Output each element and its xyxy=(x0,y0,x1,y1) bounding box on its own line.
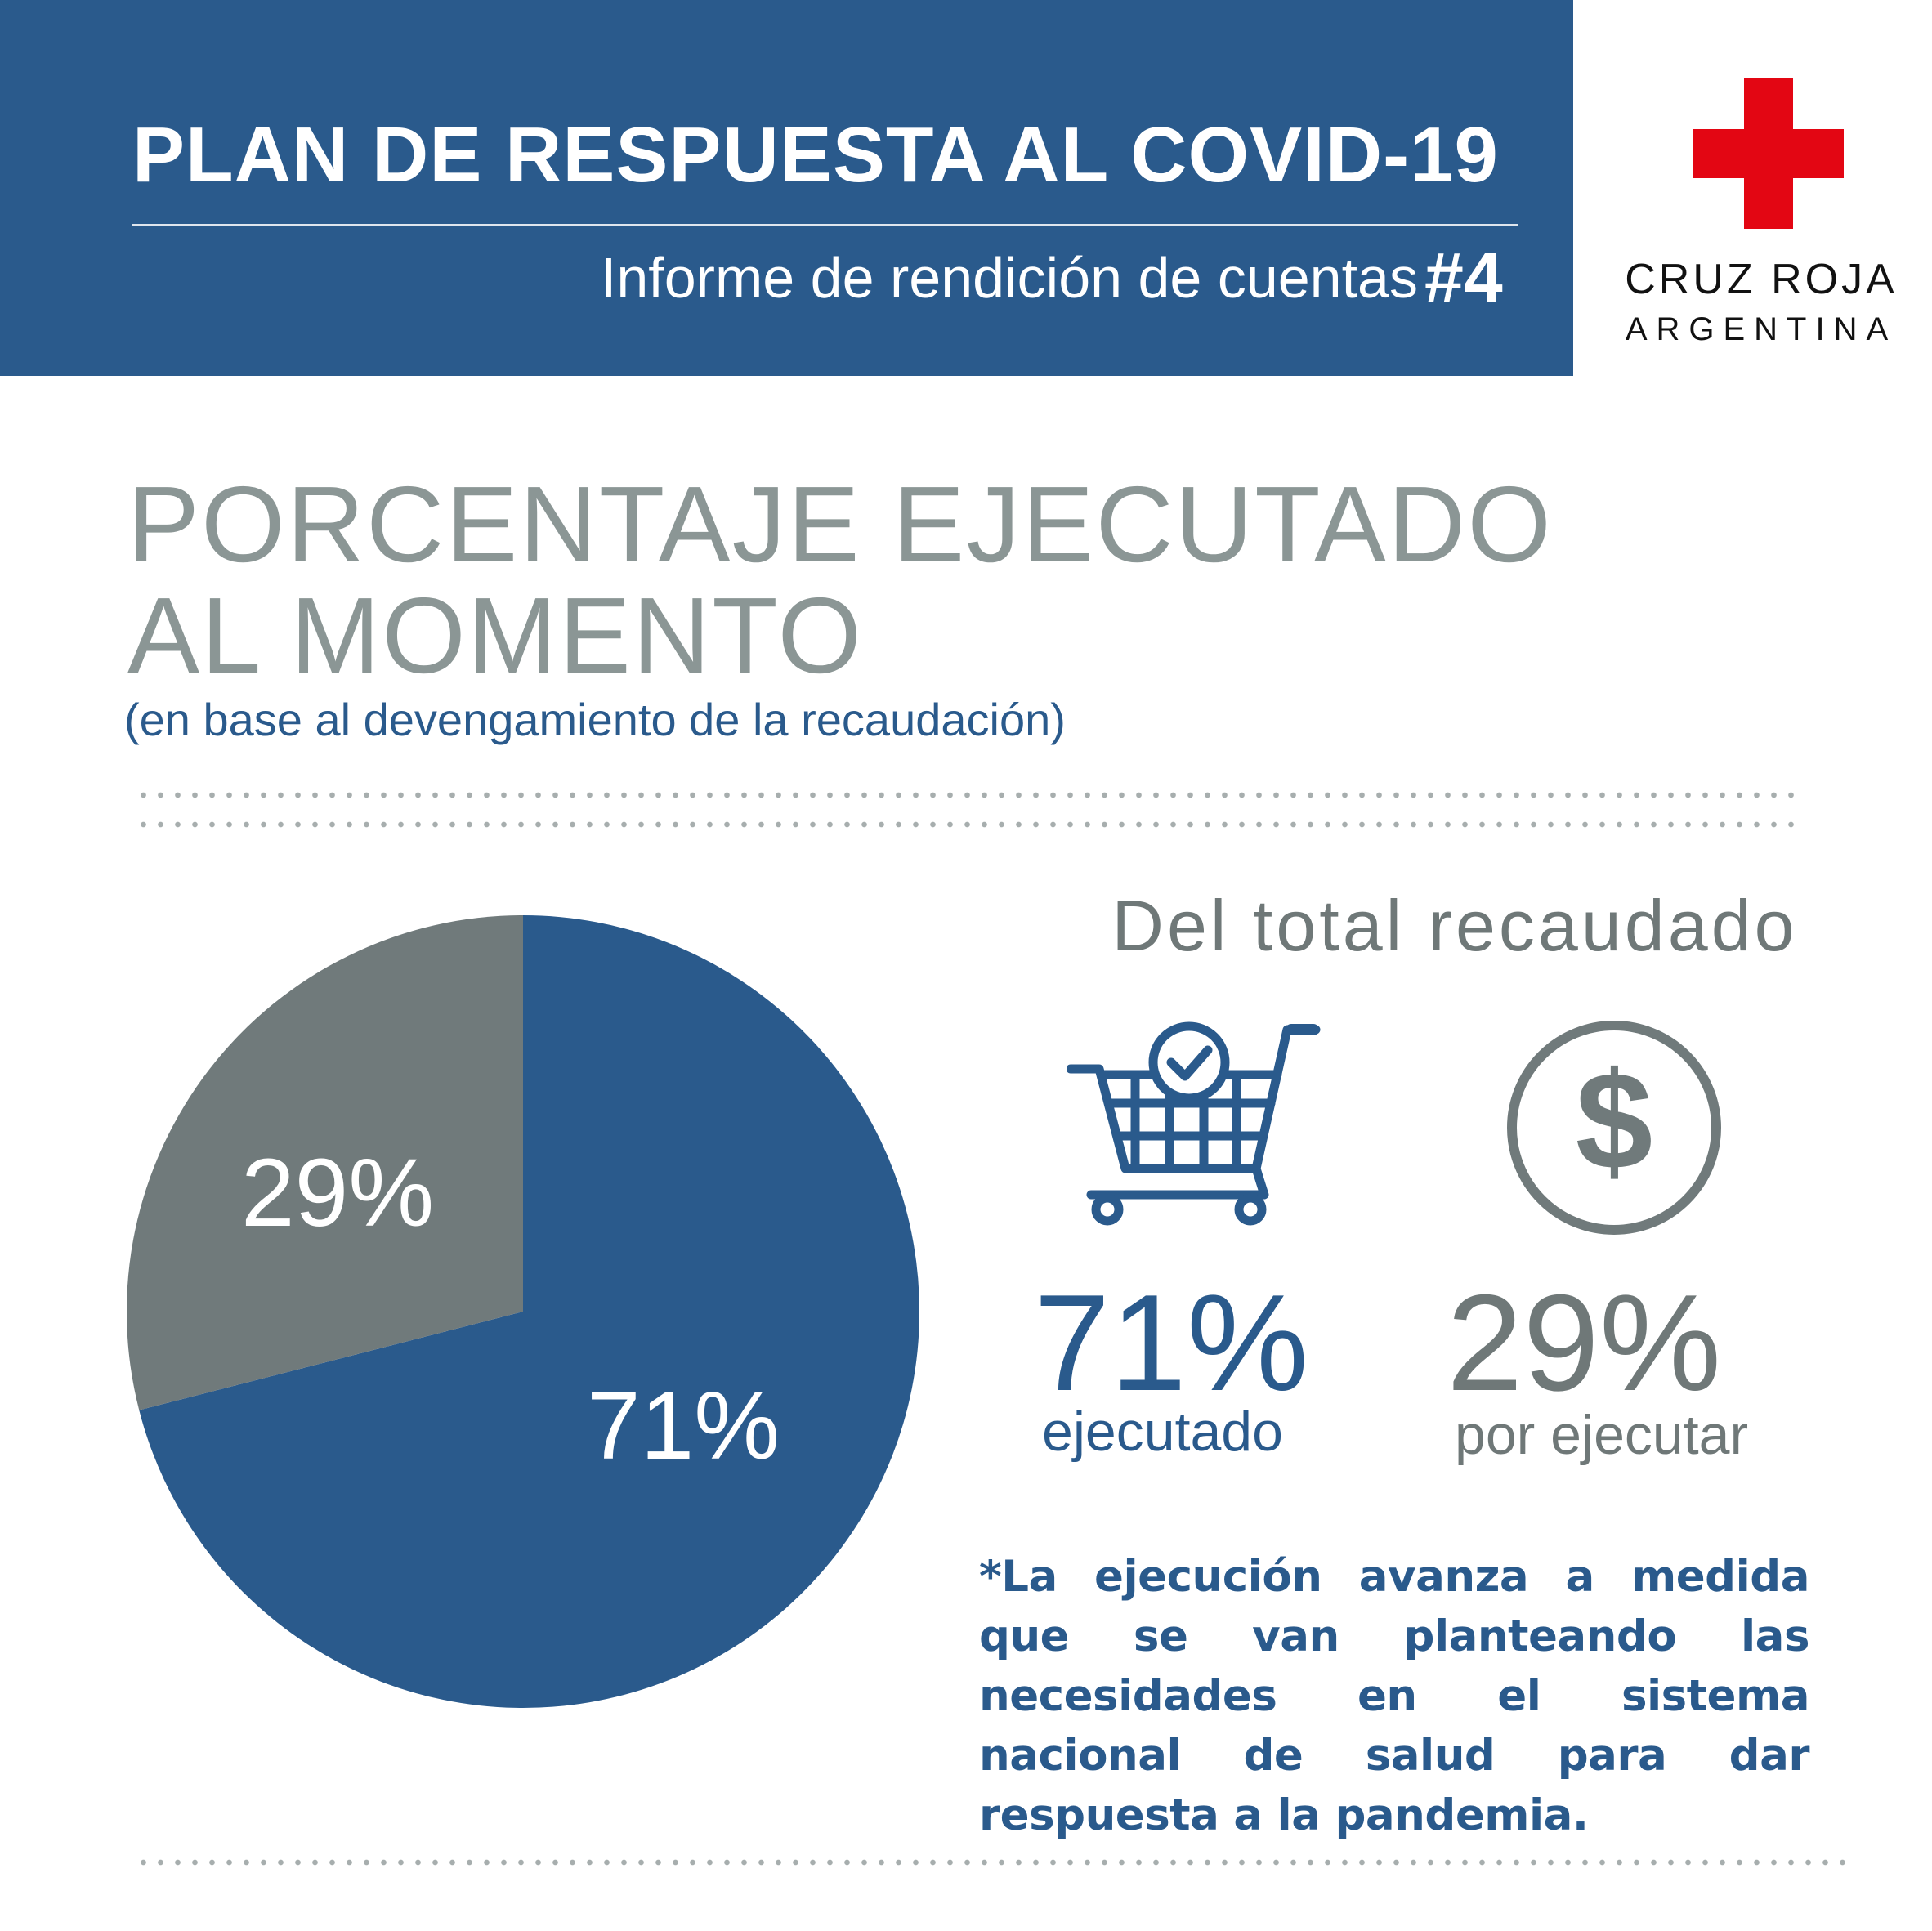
pie-slice-executed xyxy=(139,915,919,1708)
dotted-divider-top xyxy=(135,792,1802,798)
section-title-line-1: PORCENTAJE EJECUTADO xyxy=(127,464,1553,584)
dotted-divider-top-second xyxy=(135,821,1802,828)
pie-slice-label-pending: 29% xyxy=(241,1139,435,1247)
summary-heading: Del total recaudado xyxy=(1111,885,1798,966)
logo-name: CRUZ ROJA xyxy=(1625,256,1898,303)
pending-label: por ejecutar xyxy=(1455,1404,1749,1466)
section-title: PORCENTAJE EJECUTADO AL MOMENTO xyxy=(127,469,1762,691)
section-title-line-2: AL MOMENTO xyxy=(127,575,864,695)
header-divider xyxy=(132,224,1518,226)
report-subtitle: Informe de rendición de cuentas xyxy=(600,246,1418,310)
pie-slice-label-executed: 71% xyxy=(587,1372,780,1480)
pending-percentage: 29% xyxy=(1447,1266,1722,1419)
executed-label: ejecutado xyxy=(1042,1401,1283,1463)
report-number: #4 xyxy=(1424,239,1503,317)
dollar-coin-icon: $ xyxy=(1507,1021,1721,1235)
pie-slice-pending xyxy=(126,915,523,1410)
page-title: PLAN DE RESPUESTA AL COVID-19 xyxy=(132,111,1499,199)
logo-country: ARGENTINA xyxy=(1625,311,1898,347)
svg-text:$: $ xyxy=(1576,1044,1653,1199)
cross-horizontal-bar xyxy=(1693,129,1844,178)
dotted-divider-bottom xyxy=(135,1859,1851,1866)
header-band xyxy=(0,0,1573,376)
section-subtitle: (en base al devengamiento de la recaudac… xyxy=(124,694,1066,745)
shopping-cart-check-icon xyxy=(1067,1021,1321,1226)
executed-percentage: 71% xyxy=(1034,1266,1309,1419)
pie-chart xyxy=(126,915,919,1708)
red-cross-icon xyxy=(1693,78,1844,229)
footnote: *La ejecución avanza a medida que se van… xyxy=(979,1552,1810,1840)
